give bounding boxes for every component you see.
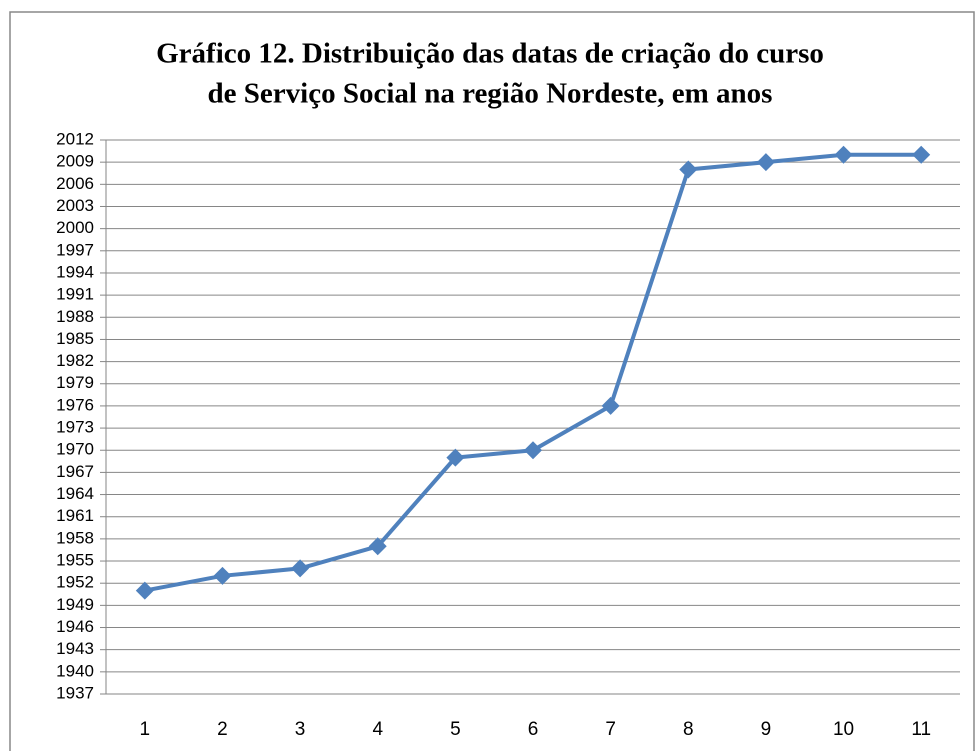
y-tick-label: 2003 bbox=[56, 196, 94, 215]
x-tick-label: 9 bbox=[761, 719, 772, 740]
y-tick-label: 1940 bbox=[56, 661, 94, 680]
x-tick-label: 6 bbox=[528, 719, 539, 740]
x-tick-label: 11 bbox=[911, 719, 931, 740]
y-tick-label: 2009 bbox=[56, 152, 94, 171]
data-point bbox=[446, 448, 465, 467]
y-tick-label: 1958 bbox=[56, 528, 94, 547]
data-point bbox=[912, 145, 931, 164]
y-tick-label: 1991 bbox=[56, 285, 94, 304]
y-tick-label: 1970 bbox=[56, 440, 94, 459]
y-tick-label: 1985 bbox=[56, 329, 94, 348]
y-tick-label: 1967 bbox=[56, 462, 94, 481]
y-tick-label: 1943 bbox=[56, 639, 94, 658]
data-point bbox=[524, 441, 542, 460]
y-tick-label: 1961 bbox=[56, 506, 94, 525]
data-point bbox=[679, 160, 698, 179]
data-point bbox=[368, 537, 387, 556]
y-tick-label: 2006 bbox=[56, 174, 94, 193]
data-point bbox=[291, 559, 310, 578]
y-tick-label: 1976 bbox=[56, 395, 94, 414]
x-tick-label: 5 bbox=[450, 719, 461, 740]
y-tick-label: 2000 bbox=[56, 218, 94, 237]
data-point bbox=[135, 581, 154, 600]
x-tick-label: 8 bbox=[683, 719, 694, 740]
data-point bbox=[756, 153, 775, 172]
chart-frame bbox=[9, 11, 975, 751]
y-tick-label: 1973 bbox=[56, 418, 94, 437]
x-tick-label: 7 bbox=[605, 719, 616, 740]
data-point bbox=[601, 396, 620, 415]
x-tick-label: 10 bbox=[833, 719, 854, 740]
y-tick-label: 1982 bbox=[56, 351, 94, 370]
y-tick-label: 1937 bbox=[56, 683, 94, 702]
y-tick-label: 1952 bbox=[56, 573, 94, 592]
y-tick-label: 1949 bbox=[56, 595, 94, 614]
x-tick-label: 4 bbox=[372, 719, 383, 740]
y-tick-label: 1955 bbox=[56, 551, 94, 570]
y-tick-label: 2012 bbox=[56, 129, 94, 148]
y-tick-label: 1997 bbox=[56, 240, 94, 259]
y-tick-label: 1994 bbox=[56, 262, 94, 281]
data-point bbox=[834, 145, 853, 164]
data-point bbox=[213, 566, 232, 585]
chart-title: Gráfico 12. Distribuição das datas de cr… bbox=[156, 38, 824, 70]
x-tick-label: 3 bbox=[295, 719, 306, 740]
x-tick-label: 1 bbox=[140, 719, 151, 740]
y-tick-label: 1979 bbox=[56, 373, 94, 392]
chart-title: de Serviço Social na região Nordeste, em… bbox=[208, 78, 773, 110]
y-tick-label: 1964 bbox=[56, 484, 94, 503]
x-tick-label: 2 bbox=[217, 719, 228, 740]
y-tick-label: 1946 bbox=[56, 617, 94, 636]
y-tick-label: 1988 bbox=[56, 307, 94, 326]
